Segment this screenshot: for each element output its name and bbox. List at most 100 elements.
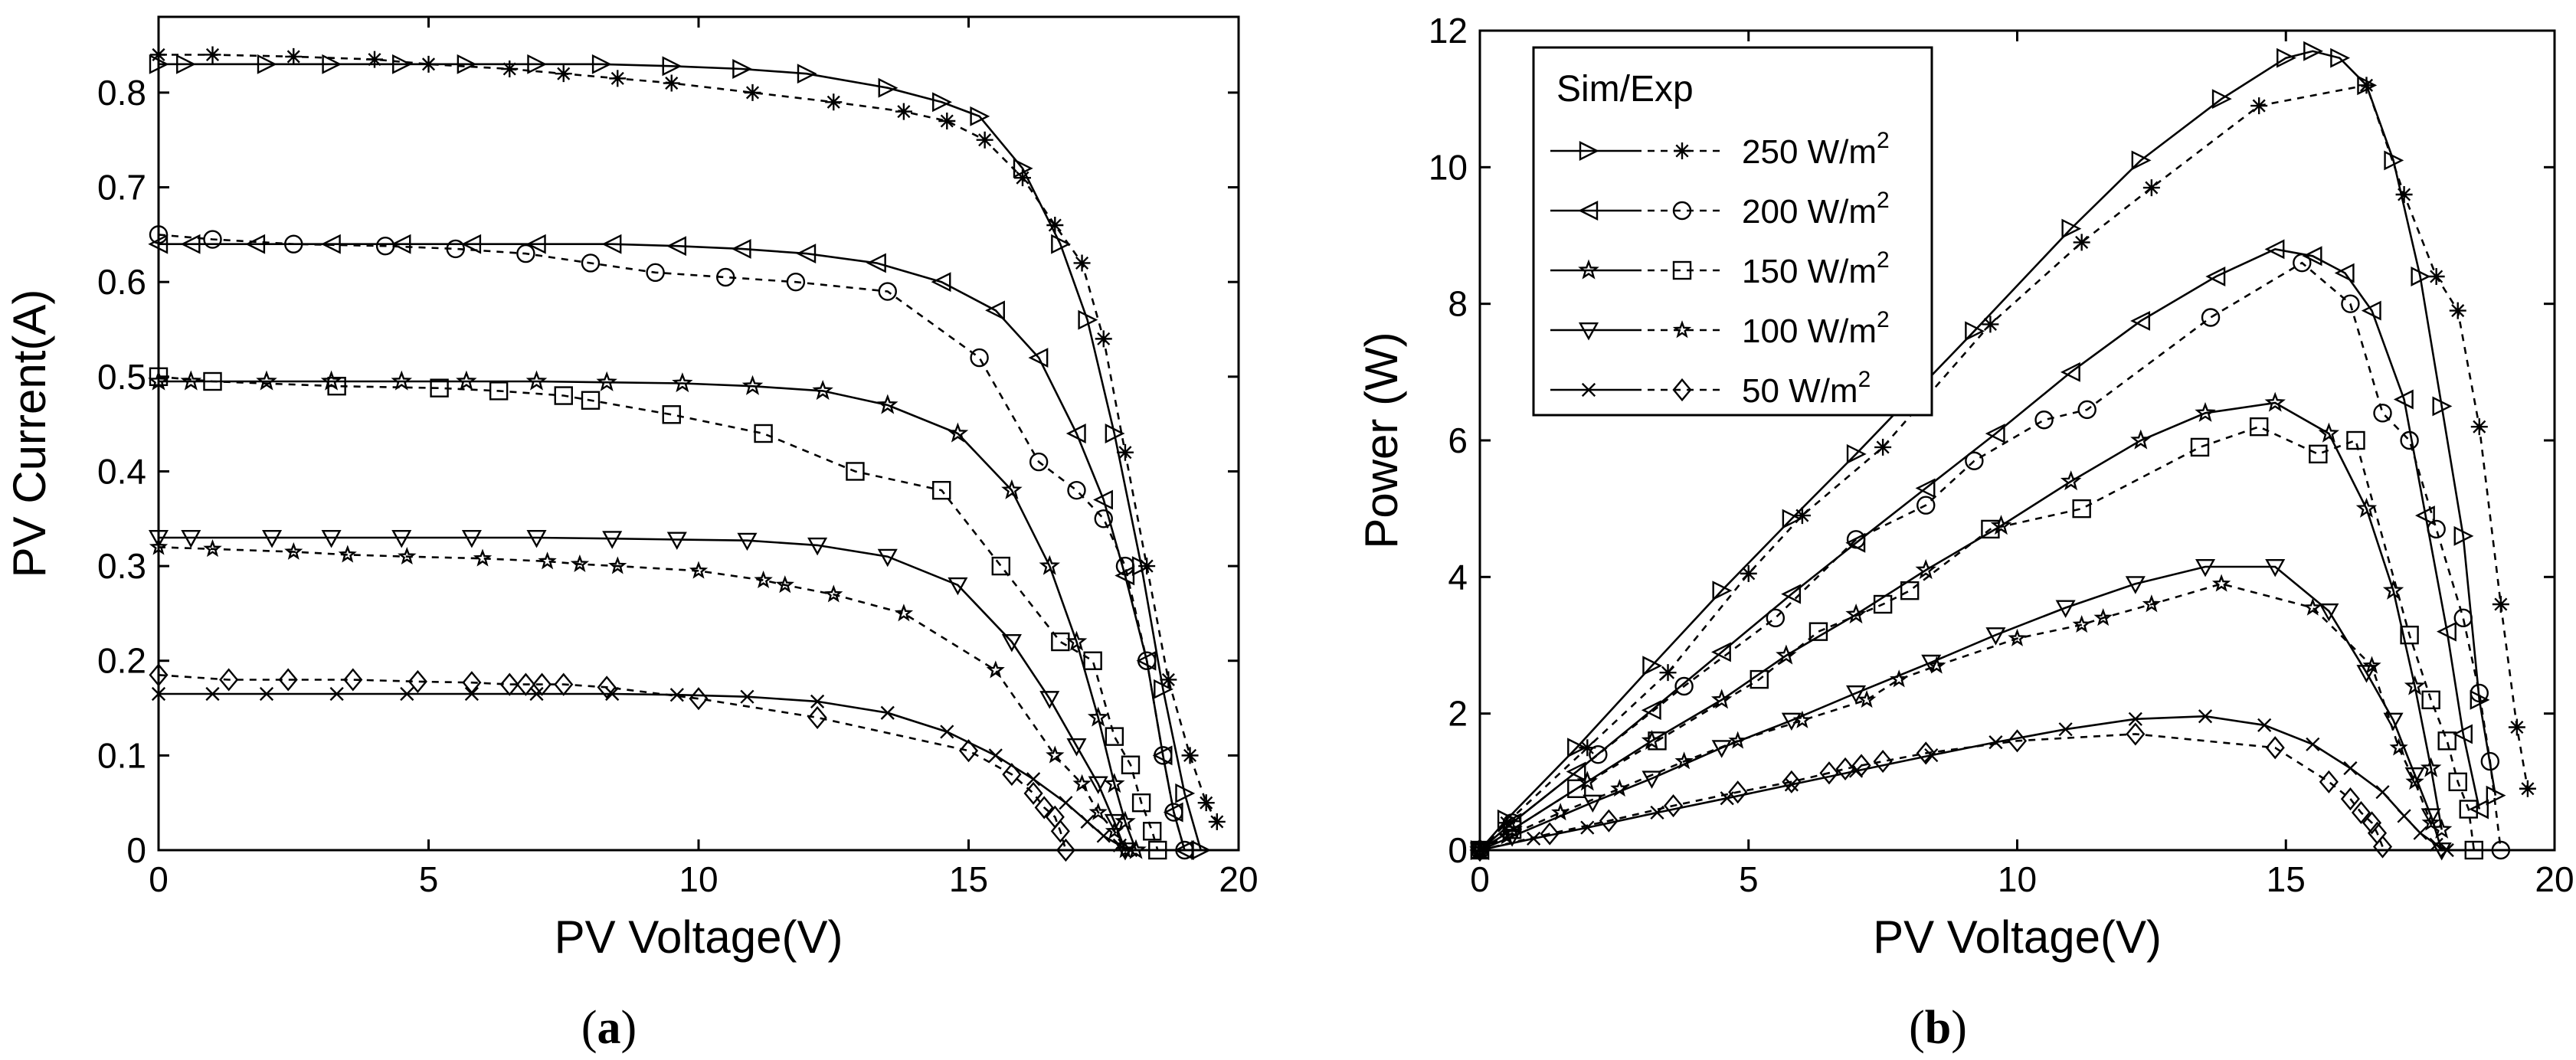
data-point-tri-left (2334, 263, 2355, 283)
series-line-sim-4 (1480, 401, 2443, 850)
data-point-asterisk (366, 51, 383, 68)
data-point-tri-down (526, 530, 547, 548)
series-line-sim-4 (159, 380, 1137, 850)
data-point-circle (1674, 676, 1694, 696)
series-line-exp-1 (159, 54, 1218, 823)
data-point-cross (605, 686, 620, 702)
y-tick-label: 6 (1448, 420, 1468, 460)
data-point-tri-left (461, 234, 482, 254)
data-point-tri-right (970, 106, 990, 126)
data-point-asterisk (2492, 596, 2509, 613)
data-point-tri-down (1583, 794, 1603, 813)
data-point-asterisk (1014, 169, 1031, 187)
data-point-tri-right (1846, 443, 1867, 464)
data-point-star-small (986, 660, 1005, 679)
data-point-circle (2400, 430, 2419, 450)
data-point-tri-right (2432, 396, 2453, 417)
data-point-tri-right (1051, 234, 1072, 254)
data-point-star-small (2303, 597, 2322, 616)
data-point-asterisk (2470, 418, 2488, 436)
data-point-star-small (689, 561, 709, 579)
data-point-tri-down (948, 577, 968, 596)
data-point-cross (2128, 712, 2142, 726)
data-point-star (1087, 706, 1109, 727)
data-point-star (596, 371, 617, 391)
caption-a-letter: a (597, 1002, 621, 1054)
data-point-star-small (608, 556, 627, 574)
chart-panel-b: 0 5 10 15 20 0 2 4 6 8 10 12 PV Voltage(V) Power (W) S… (1356, 11, 2574, 963)
y-tick-label: 0.1 (97, 735, 146, 775)
data-point-square (1981, 519, 2000, 539)
y-tick-label: 8 (1448, 284, 1468, 324)
data-point-circle (786, 272, 806, 292)
data-point-asterisk (2250, 97, 2268, 115)
data-point-circle (375, 237, 395, 256)
x-tick-label: 15 (2267, 859, 2306, 899)
data-point-tri-down (461, 530, 482, 548)
data-point-circle (2480, 751, 2500, 771)
chart-panel-a: 0 5 10 15 20 0 0.1 0.2 0.3 0.4 0.5 0.6 0.7 0.8 PV Volt… (4, 15, 1259, 963)
data-point-asterisk (1982, 316, 1999, 333)
markers-group (148, 46, 1226, 862)
data-point-asterisk (1874, 438, 1892, 456)
data-point-square (2459, 800, 2478, 819)
data-point-cross (988, 748, 1003, 763)
data-point-star-small (1088, 802, 1108, 820)
data-point-asterisk (976, 131, 993, 149)
data-point-star-small (1857, 690, 1877, 708)
data-point-star (1115, 810, 1136, 831)
data-point-diamond (2007, 729, 2028, 753)
series-line-sim-0 (159, 63, 1202, 850)
data-point-diamond (1599, 809, 1619, 833)
data-point-square (846, 462, 865, 481)
data-point-star-small (754, 570, 773, 588)
data-point-star (1065, 630, 1088, 651)
data-point-diamond (2319, 770, 2339, 793)
data-point-asterisk (1208, 813, 1226, 830)
data-point-asterisk (150, 46, 167, 64)
data-point-cross (2343, 761, 2358, 776)
data-point-tri-down (1502, 829, 1523, 847)
data-point-tri-right (457, 54, 477, 74)
data-point-cross (2440, 842, 2454, 858)
data-point-circle (2201, 308, 2221, 327)
data-point-cross (940, 725, 954, 739)
y-tick-label: 2 (1448, 694, 1468, 734)
data-point-tri-left (2469, 799, 2489, 820)
data-point-tri-left (148, 234, 169, 254)
data-point-cross (2198, 709, 2213, 724)
data-point-tri-down (666, 532, 687, 550)
data-point-circle (149, 225, 169, 244)
data-point-cross (669, 688, 684, 702)
x-axis-title: PV Voltage(V) (555, 911, 843, 963)
data-point-star (2060, 470, 2082, 491)
data-point-tri-down (262, 530, 283, 548)
data-point-star-small (1072, 774, 1092, 792)
data-point-tri-down (1846, 685, 1867, 704)
series-line-sim-2 (1480, 247, 2481, 850)
data-point-star (947, 422, 969, 443)
data-point-star-small (2211, 574, 2231, 592)
data-point-diamond (1002, 763, 1022, 787)
data-point-tri-left (2361, 300, 2381, 321)
legend-entry-sup: 2 (1858, 367, 1871, 392)
data-point-tri-down (1711, 740, 1732, 758)
series-line-exp-5 (159, 375, 1159, 850)
x-tick-label: 0 (1470, 859, 1490, 899)
data-point-square (2309, 444, 2328, 464)
data-point-star (2420, 757, 2442, 777)
x-tick-label: 0 (149, 859, 169, 899)
data-point-square (203, 371, 222, 391)
data-point-tri-down (807, 537, 828, 556)
data-point-tri-right (2061, 218, 2082, 239)
data-point-star-small (1470, 840, 1490, 859)
x-tick-label: 5 (419, 859, 439, 899)
legend-entry-label: 250 W/m2 (1742, 128, 1890, 171)
data-point-tri-down (2383, 712, 2404, 731)
legend-title: Sim/Exp (1556, 69, 1694, 110)
data-point-cross (2413, 826, 2427, 840)
data-point-star-small (203, 539, 222, 558)
data-point-asterisk (1138, 558, 1156, 575)
data-point-tri-left (601, 234, 622, 254)
series-line-exp-3 (159, 234, 1186, 850)
